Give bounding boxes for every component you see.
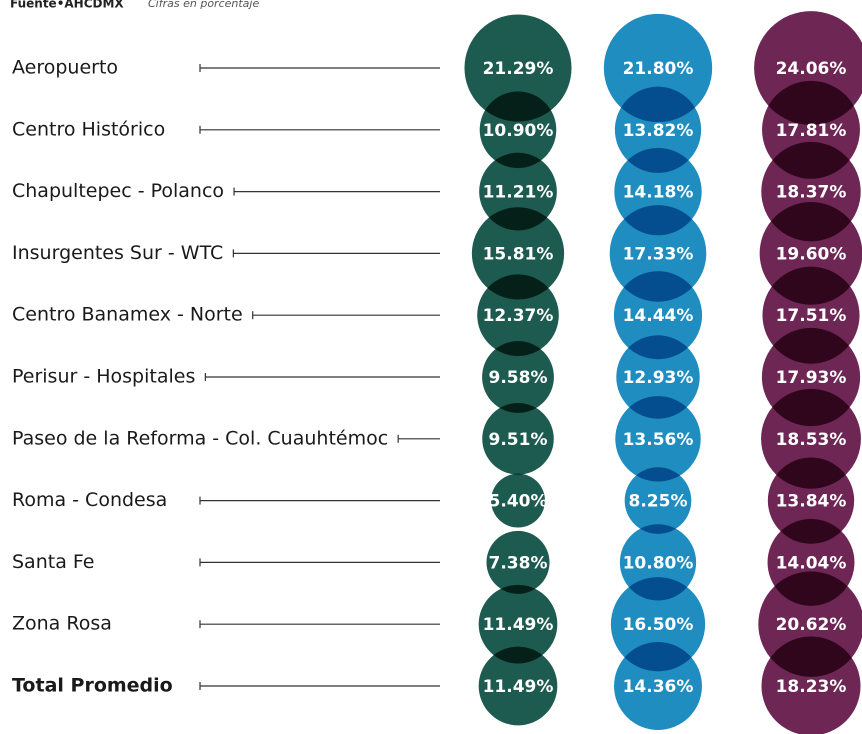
value-label: 10.80% (623, 553, 694, 573)
bubble (616, 335, 700, 419)
category-label: Paseo de la Reforma - Col. Cuauhtémoc (12, 427, 388, 449)
value-label: 10.90% (483, 121, 554, 141)
bubble (615, 396, 701, 482)
value-label: 11.21% (483, 183, 554, 203)
value-label: 17.93% (776, 368, 847, 388)
labels: Aeropuerto Centro Histórico Chapultepec - … (12, 57, 846, 698)
category-label: Insurgentes Sur - WTC (12, 242, 223, 264)
value-label: 14.44% (623, 306, 694, 326)
bubble (491, 473, 545, 528)
value-label: 17.81% (776, 121, 847, 141)
value-label: 7.38% (489, 553, 548, 573)
value-label: 8.25% (629, 492, 688, 512)
value-label: 13.56% (623, 430, 694, 450)
bubble (471, 207, 565, 300)
bubble (478, 646, 558, 726)
bubbles (464, 11, 862, 734)
bubble (624, 467, 692, 534)
bubble (478, 584, 558, 664)
value-label: 18.53% (776, 430, 847, 450)
value-label: 16.50% (623, 615, 694, 635)
category-label: Perisur - Hospitales (12, 366, 195, 388)
category-label: Total Promedio (12, 675, 173, 697)
bubble (610, 577, 706, 672)
bubble (479, 152, 557, 231)
value-label: 5.40% (489, 492, 548, 512)
value-label: 24.06% (776, 59, 847, 79)
value-label: 11.49% (483, 615, 554, 635)
value-label: 20.62% (776, 615, 847, 635)
bubble (482, 341, 554, 413)
value-label: 9.58% (489, 368, 548, 388)
value-label: 19.60% (776, 244, 847, 264)
value-label: 12.93% (623, 368, 694, 388)
value-label: 14.18% (623, 183, 694, 203)
category-label: Roma - Condesa (12, 489, 167, 511)
value-label: 18.23% (776, 677, 847, 697)
bubble (479, 91, 557, 169)
value-label: 17.33% (623, 244, 694, 264)
value-label: 14.04% (776, 553, 847, 573)
bubble (464, 14, 572, 122)
category-label: Santa Fe (12, 551, 94, 573)
bubble (614, 642, 702, 730)
value-label: 11.49% (483, 677, 554, 697)
bubble (609, 205, 707, 302)
value-label: 14.36% (623, 677, 694, 697)
bubble (603, 13, 713, 123)
bubble (613, 271, 703, 360)
value-label: 21.80% (623, 59, 694, 79)
value-label: 21.29% (483, 59, 554, 79)
bubble (761, 388, 861, 489)
category-label: Centro Histórico (12, 118, 165, 140)
value-label: 18.37% (776, 183, 847, 203)
value-label: 17.51% (776, 306, 847, 326)
bubble (614, 86, 702, 173)
value-label: 13.82% (623, 121, 694, 141)
value-label: 15.81% (483, 244, 554, 264)
note: Cifras en porcentaje (148, 0, 259, 10)
bubble (477, 274, 559, 356)
value-label: 12.37% (483, 306, 554, 326)
category-label: Zona Rosa (12, 613, 112, 635)
value-label: 9.51% (489, 430, 548, 450)
category-label: Centro Banamex - Norte (12, 304, 243, 326)
source: Fuente•AHCDMX (10, 0, 124, 11)
value-label: 13.84% (776, 492, 847, 512)
category-label: Chapultepec - Polanco (12, 180, 224, 202)
bubble (761, 636, 861, 734)
bubble (486, 530, 550, 594)
category-label: Aeropuerto (12, 57, 118, 79)
bubble (482, 403, 554, 475)
bubble (767, 457, 855, 544)
